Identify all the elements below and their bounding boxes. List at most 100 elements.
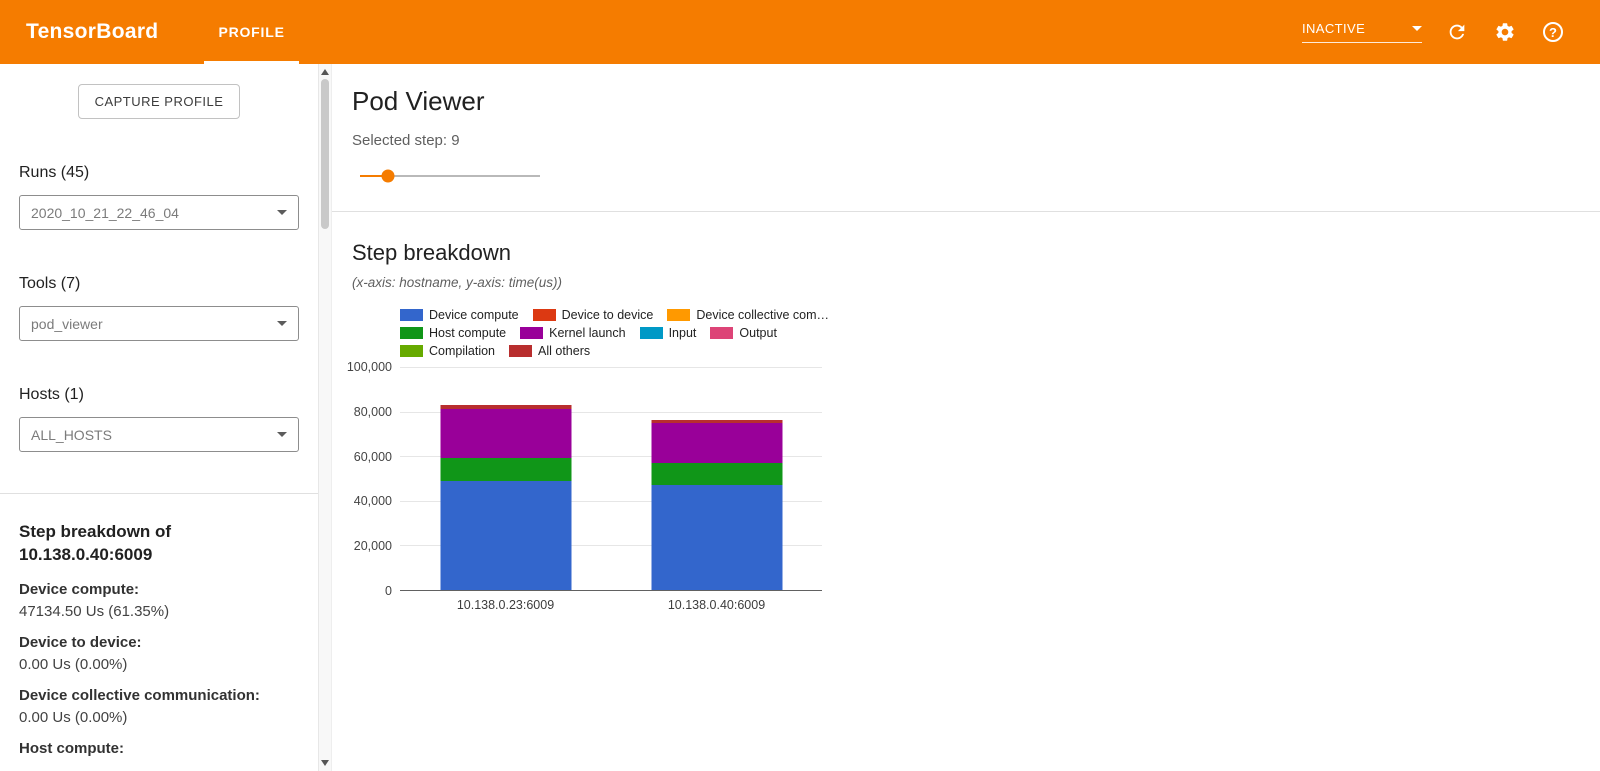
legend-row: Compilation All others <box>400 344 1600 358</box>
stat-label: Device to device: <box>19 633 142 651</box>
capture-profile-button[interactable]: CAPTURE PROFILE <box>78 84 240 119</box>
legend-swatch <box>400 309 423 321</box>
y-tick-label: 80,000 <box>353 404 392 419</box>
bar-segment <box>651 484 782 590</box>
bar-segment <box>651 463 782 485</box>
chevron-down-icon <box>277 321 287 326</box>
chevron-down-icon <box>277 210 287 215</box>
gridline <box>400 456 822 458</box>
tools-select[interactable]: pod_viewer <box>19 306 299 341</box>
legend-label: Kernel launch <box>549 326 626 340</box>
gridline <box>400 411 822 413</box>
legend-item: Device compute <box>400 308 519 322</box>
legend-label: Device to device <box>561 308 654 322</box>
breakdown-stat: Device to device: 0.00 Us (0.00%) <box>19 634 299 673</box>
breakdown-stats: Device compute: 47134.50 Us (61.35%) Devic… <box>19 581 299 768</box>
bar-segment <box>440 404 571 409</box>
tab-profile[interactable]: PROFILE <box>204 0 300 64</box>
bar-segment <box>440 408 571 458</box>
legend-item: Input <box>639 326 696 340</box>
stat-value: 0.00 Us (0.00%) <box>19 655 128 673</box>
bar-segment <box>651 419 782 423</box>
bar-column <box>400 367 611 590</box>
legend-swatch <box>639 327 663 339</box>
runs-select-value: 2020_10_21_22_46_04 <box>31 204 179 221</box>
main-content: Pod Viewer Selected step: 9 Step breakdo… <box>332 64 1600 771</box>
stat-value: 0.00 Us (0.00%) <box>19 708 128 726</box>
y-tick-label: 0 <box>385 584 392 598</box>
bar-segment <box>440 457 571 481</box>
refresh-icon <box>1446 21 1468 43</box>
scrollbar-thumb[interactable] <box>321 79 329 229</box>
y-tick-label: 60,000 <box>353 449 392 464</box>
step-breakdown-panel: Step breakdown of 10.138.0.40:6009 Devic… <box>0 494 318 768</box>
chevron-down-icon <box>1412 26 1422 31</box>
slider-thumb[interactable] <box>381 169 395 183</box>
hosts-select-value: ALL_HOSTS <box>31 426 112 443</box>
breakdown-stat: Device collective communication: 0.00 Us … <box>19 687 299 726</box>
legend-row: Host compute Kernel launch Input Output <box>400 326 1600 340</box>
stacked-bar <box>651 367 782 590</box>
run-status-select[interactable]: INACTIVE <box>1302 21 1422 43</box>
x-tick-label: 10.138.0.40:6009 <box>667 598 766 612</box>
legend-swatch <box>400 327 423 339</box>
legend-swatch <box>710 327 734 339</box>
app-title: TensorBoard <box>26 20 159 43</box>
gear-icon <box>1494 21 1516 43</box>
y-tick-label: 20,000 <box>353 539 392 554</box>
x-tick-label: 10.138.0.23:6009 <box>456 598 555 612</box>
gridline <box>400 545 822 547</box>
sidebar-divider <box>0 493 318 494</box>
gridline <box>400 500 822 502</box>
bar-segment <box>651 422 782 464</box>
breakdown-stat: Host compute: <box>19 740 299 768</box>
hosts-label: Hosts (1) <box>19 386 84 403</box>
slider-track-fill <box>360 175 388 177</box>
gridline <box>400 367 822 368</box>
legend-swatch <box>509 345 533 357</box>
stacked-bar <box>440 367 571 590</box>
breakdown-title-line1: Step breakdown of <box>19 522 172 541</box>
refresh-button[interactable] <box>1444 19 1470 45</box>
tools-label: Tools (7) <box>19 275 81 292</box>
gridline <box>400 590 822 591</box>
chart-plot-area <box>400 367 822 591</box>
axis-note: (x-axis: hostname, y-axis: time(us)) <box>352 275 563 290</box>
y-tick-label: 100,000 <box>346 360 392 374</box>
hosts-select[interactable]: ALL_HOSTS <box>19 417 299 452</box>
breakdown-title: Step breakdown of 10.138.0.40:6009 <box>19 520 299 567</box>
settings-button[interactable] <box>1492 19 1518 45</box>
chevron-down-icon <box>277 432 287 437</box>
legend-row: Device compute Device to device Device col… <box>400 308 1600 322</box>
scroll-down-icon[interactable] <box>321 760 329 766</box>
y-tick-label: 40,000 <box>353 494 392 509</box>
pod-viewer-header: Pod Viewer Selected step: 9 <box>332 64 1600 183</box>
scroll-up-icon[interactable] <box>321 69 329 75</box>
legend-label: Output <box>739 326 777 340</box>
runs-select[interactable]: 2020_10_21_22_46_04 <box>19 195 299 230</box>
stat-label: Device collective communication: <box>19 686 260 704</box>
legend-label: Compilation <box>429 344 496 358</box>
sidebar: CAPTURE PROFILE Runs (45) 2020_10_21_22_… <box>0 64 318 771</box>
step-breakdown-section: Step breakdown (x-axis: hostname, y-axis… <box>332 240 1600 612</box>
runs-label: Runs (45) <box>19 164 90 181</box>
legend-swatch <box>400 345 423 357</box>
legend-label: All others <box>538 344 591 358</box>
stat-value <box>19 762 299 768</box>
legend-swatch <box>520 327 544 339</box>
legend-label: Device compute <box>429 308 519 322</box>
step-slider[interactable] <box>360 169 540 183</box>
legend-item: All others <box>509 344 590 358</box>
stat-label: Host compute: <box>19 739 124 757</box>
y-axis-labels: 0 20,000 40,000 60,000 80,000 100,000 <box>347 360 400 598</box>
legend-label: Host compute <box>429 326 507 340</box>
chart-gridlines <box>400 367 822 590</box>
help-button[interactable]: ? <box>1540 19 1566 45</box>
page-title: Pod Viewer <box>352 86 485 116</box>
topbar-controls: INACTIVE ? <box>1302 19 1566 45</box>
top-app-bar: TensorBoard PROFILE INACTIVE ? <box>0 0 1600 64</box>
sidebar-scrollbar[interactable] <box>318 64 332 771</box>
chart-legend: Device compute Device to device Device col… <box>400 308 1600 358</box>
section-title: Step breakdown <box>352 240 511 265</box>
legend-item: Host compute <box>400 326 506 340</box>
